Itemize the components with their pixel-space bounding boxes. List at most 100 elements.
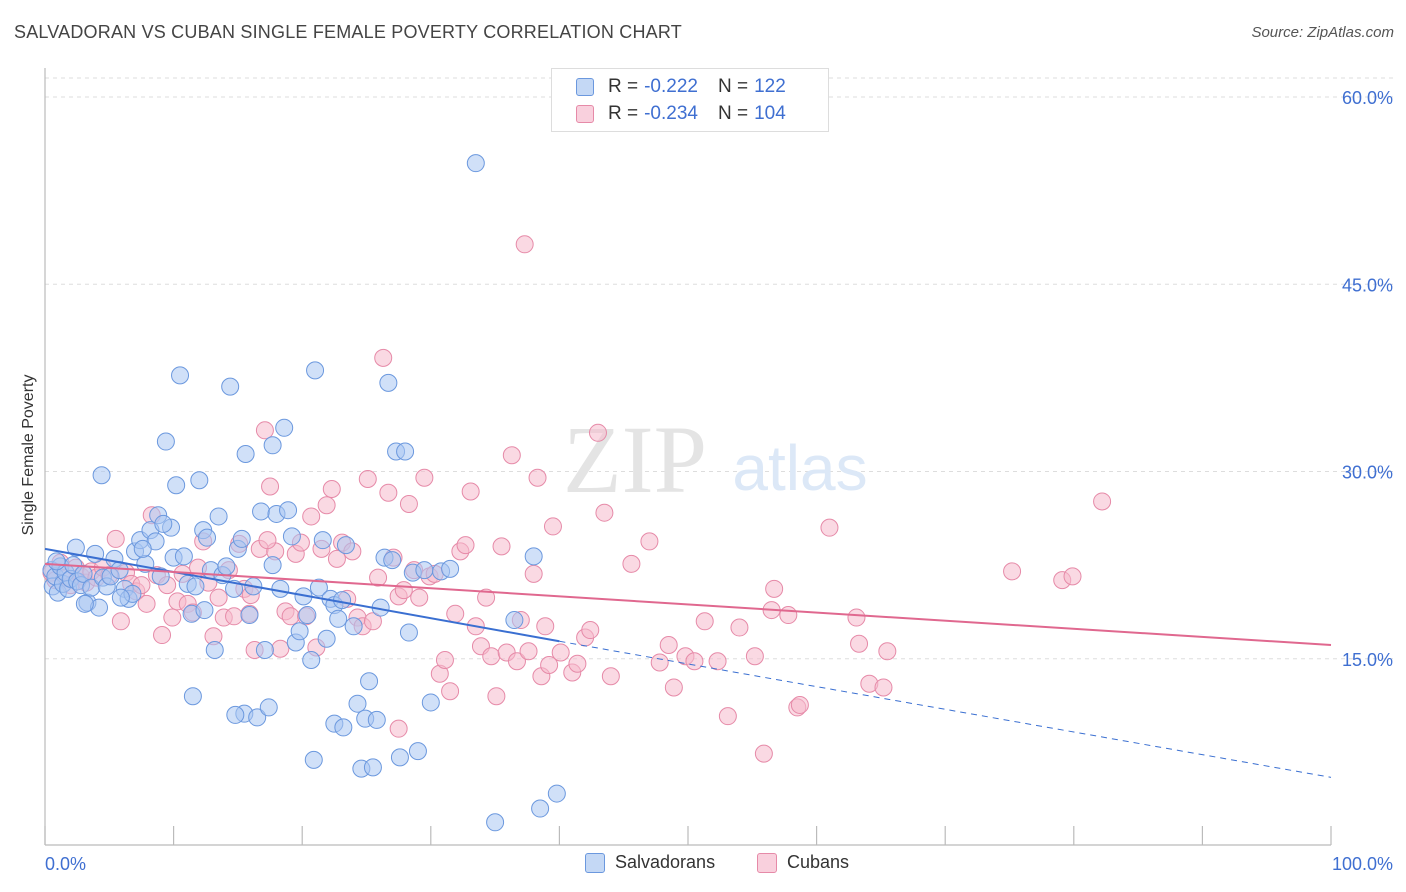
x-tick-label: 0.0% <box>45 854 86 874</box>
cuban-point <box>111 612 130 631</box>
cuban-point <box>394 581 413 600</box>
legend-n-label: N = <box>717 76 749 97</box>
cuban-point <box>650 653 669 672</box>
cuban-point <box>487 687 506 706</box>
cuban-point <box>106 529 125 548</box>
salvadoran-point <box>399 623 418 642</box>
cuban-point <box>515 235 534 254</box>
salvadoran-point <box>313 531 332 550</box>
legend-item-salvadorans: Salvadorans <box>585 852 715 873</box>
salvadoran-point <box>547 784 566 803</box>
cuban-point <box>640 532 659 551</box>
salvadoran-point <box>167 476 186 495</box>
salvadoran-point <box>66 538 85 557</box>
salvadoran-point <box>466 154 485 173</box>
x-tick-label: 100.0% <box>1332 854 1393 874</box>
cuban-point <box>519 642 538 661</box>
salvadoran-point <box>396 442 415 461</box>
salvadoran-point <box>154 514 173 533</box>
cuban-point <box>363 612 382 631</box>
salvadoran-point <box>255 641 274 660</box>
watermark-atlas: atlas <box>732 432 867 504</box>
cuban-point <box>322 479 341 498</box>
salvadoran-point <box>415 561 434 580</box>
salvadoran-point <box>271 579 290 598</box>
salvadoran-point <box>309 578 328 597</box>
salvadoran-point <box>174 547 193 566</box>
salvadoran-point <box>344 617 363 636</box>
cuban-point <box>163 608 182 627</box>
cuban-point <box>258 531 277 550</box>
salvadoran-point <box>186 577 205 596</box>
salvadoran-point <box>221 377 240 396</box>
cuban-point <box>874 678 893 697</box>
cuban-point <box>410 588 429 607</box>
salvadoran-point <box>240 606 259 625</box>
salvadoran-point <box>171 366 190 385</box>
salvadoran-point <box>195 601 214 620</box>
cuban-point <box>551 643 570 662</box>
salvadoran-point <box>282 527 301 546</box>
cuban-point <box>754 744 773 763</box>
salvadoran-point <box>505 611 524 630</box>
salvadoran-point <box>348 694 367 713</box>
salvadoran-point <box>441 559 460 578</box>
cuban-point <box>225 607 244 626</box>
cuban-point <box>595 503 614 522</box>
cuban-point <box>492 537 511 556</box>
cuban-point <box>261 477 280 496</box>
cuban-point <box>482 647 501 666</box>
legend-n-value: 122 <box>754 76 786 97</box>
cuban-point <box>730 618 749 637</box>
salvadoran-point <box>279 501 298 520</box>
y-tick-label: 60.0% <box>1342 88 1393 108</box>
salvadoran-point <box>75 594 94 613</box>
salvadoran-point <box>524 547 543 566</box>
y-tick-label: 30.0% <box>1342 463 1393 483</box>
legend-label-salvadorans: Salvadorans <box>615 852 716 872</box>
salvadoran-point <box>421 693 440 712</box>
salvadoran-point <box>47 552 66 571</box>
cuban-point <box>379 483 398 502</box>
salvadoran-point <box>209 507 228 526</box>
salvadoran-point <box>275 418 294 437</box>
chart-title: SALVADORAN VS CUBAN SINGLE FEMALE POVERT… <box>14 22 682 42</box>
cuban-point <box>255 421 274 440</box>
salvadoran-point <box>198 528 217 547</box>
cuban-point <box>524 564 543 583</box>
cuban-point <box>581 621 600 640</box>
legend-r-value: -0.234 <box>644 103 698 124</box>
source-label: Source: ZipAtlas.com <box>1251 24 1394 41</box>
cuban-swatch <box>576 105 594 123</box>
cuban-point <box>685 652 704 671</box>
cuban-point <box>374 348 393 367</box>
cuban-point <box>779 606 798 625</box>
watermark: ZIP atlas <box>563 406 868 513</box>
salvadoran-point <box>329 609 348 628</box>
salvadoran-point <box>236 445 255 464</box>
cuban-point <box>327 549 346 568</box>
cuban-point <box>820 518 839 537</box>
cuban-point <box>317 496 336 515</box>
cuban-point <box>528 468 547 487</box>
cuban-point <box>588 423 607 442</box>
salvadoran-swatch <box>585 852 605 873</box>
cuban-trend-line <box>44 562 1332 647</box>
cuban-point <box>695 612 714 631</box>
salvadoran-point <box>205 641 224 660</box>
salvadoran-point <box>92 466 111 485</box>
legend-row-salvadorans: R = -0.222 N = 122 <box>576 74 786 100</box>
salvadoran-point <box>290 622 309 641</box>
tick-labels: 15.0% 30.0% 45.0% 60.0% 0.0% 100.0% <box>45 88 1393 874</box>
cuban-point <box>1003 562 1022 581</box>
salvadoran-point <box>486 813 505 832</box>
salvadoran-point <box>190 471 209 490</box>
cuban-point <box>153 626 172 645</box>
cuban-point <box>708 652 727 671</box>
salvadoran-point <box>408 742 427 761</box>
cuban-point <box>536 617 555 636</box>
salvadoran-point <box>363 758 382 777</box>
cuban-point <box>847 608 866 627</box>
grid-lines <box>45 77 1393 660</box>
cuban-point <box>302 507 321 526</box>
